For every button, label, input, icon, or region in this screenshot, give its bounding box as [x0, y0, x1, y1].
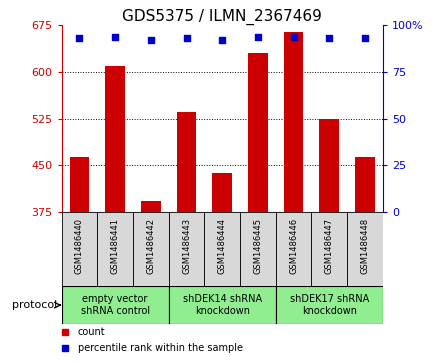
Bar [70, 157, 89, 212]
Bar [355, 157, 375, 212]
Text: protocol: protocol [12, 300, 57, 310]
Text: GSM1486444: GSM1486444 [218, 218, 227, 274]
Point [219, 37, 226, 43]
Bar [169, 286, 276, 324]
Text: GSM1486445: GSM1486445 [253, 218, 262, 274]
Bar [204, 212, 240, 286]
Text: percentile rank within the sample: percentile rank within the sample [78, 343, 243, 353]
Bar [276, 286, 383, 324]
Text: GSM1486442: GSM1486442 [147, 218, 155, 274]
Bar [347, 212, 383, 286]
Bar [240, 212, 276, 286]
Point [326, 36, 333, 41]
Bar [169, 212, 204, 286]
Bar [105, 66, 125, 212]
Point [112, 34, 119, 40]
Text: GSM1486448: GSM1486448 [360, 218, 370, 274]
Text: GSM1486441: GSM1486441 [110, 218, 120, 274]
Text: GSM1486440: GSM1486440 [75, 218, 84, 274]
Bar [177, 113, 196, 212]
Text: shDEK14 shRNA
knockdown: shDEK14 shRNA knockdown [183, 294, 262, 316]
Text: GSM1486447: GSM1486447 [325, 218, 334, 274]
Text: GSM1486446: GSM1486446 [289, 218, 298, 274]
Bar [133, 212, 169, 286]
Title: GDS5375 / ILMN_2367469: GDS5375 / ILMN_2367469 [122, 9, 322, 25]
Bar [62, 286, 169, 324]
Text: shDEK17 shRNA
knockdown: shDEK17 shRNA knockdown [290, 294, 369, 316]
Bar [284, 32, 304, 212]
Bar [97, 212, 133, 286]
Point [361, 36, 368, 41]
Text: count: count [78, 327, 105, 337]
Point [76, 36, 83, 41]
Bar [141, 201, 161, 212]
Bar [319, 119, 339, 212]
Point [254, 34, 261, 40]
Bar [312, 212, 347, 286]
Text: GSM1486443: GSM1486443 [182, 218, 191, 274]
Bar [248, 53, 268, 212]
Bar [276, 212, 312, 286]
Point [183, 36, 190, 41]
Bar [213, 173, 232, 212]
Bar [62, 212, 97, 286]
Point [290, 34, 297, 40]
Point [147, 37, 154, 43]
Text: empty vector
shRNA control: empty vector shRNA control [81, 294, 150, 316]
